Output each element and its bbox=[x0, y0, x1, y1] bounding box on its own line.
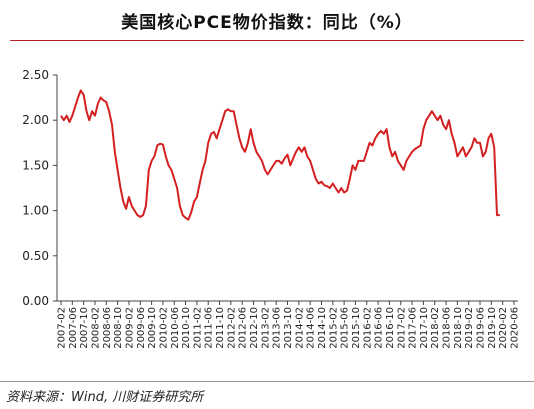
x-tick-label: 2014-02 bbox=[294, 307, 305, 349]
x-tick-label: 2011-10 bbox=[215, 307, 226, 349]
x-tick-label: 2012-02 bbox=[226, 307, 237, 349]
y-tick-label: 2.00 bbox=[22, 113, 49, 127]
x-tick-label: 2010-10 bbox=[181, 307, 192, 349]
x-tick-label: 2020-02 bbox=[498, 307, 509, 349]
x-tick-label: 2018-02 bbox=[430, 307, 441, 349]
x-tick-label: 2008-02 bbox=[90, 307, 101, 349]
y-tick-label: 0.50 bbox=[22, 249, 49, 263]
x-tick-label: 2008-10 bbox=[113, 307, 124, 349]
x-tick-label: 2019-02 bbox=[464, 307, 475, 349]
x-tick-label: 2007-10 bbox=[79, 307, 90, 349]
x-tick-label: 2011-06 bbox=[204, 307, 215, 349]
x-tick-label: 2011-02 bbox=[192, 307, 203, 349]
x-tick-label: 2014-06 bbox=[306, 307, 317, 349]
x-tick-label: 2009-02 bbox=[124, 307, 135, 349]
source-note: 资料来源：Wind, 川财证券研究所 bbox=[6, 390, 204, 405]
y-tick-label: 0.00 bbox=[22, 294, 49, 308]
x-tick-label: 2018-10 bbox=[453, 307, 464, 349]
x-tick-label: 2016-06 bbox=[374, 307, 385, 349]
title-divider bbox=[10, 40, 524, 41]
x-tick-label: 2012-10 bbox=[249, 307, 260, 349]
x-tick-label: 2017-10 bbox=[419, 307, 430, 349]
x-tick-label: 2017-02 bbox=[396, 307, 407, 349]
x-tick-label: 2013-10 bbox=[283, 307, 294, 349]
y-tick-label: 1.00 bbox=[22, 204, 49, 218]
x-tick-label: 2020-06 bbox=[510, 307, 521, 349]
x-tick-label: 2014-10 bbox=[317, 307, 328, 349]
x-tick-label: 2015-06 bbox=[340, 307, 351, 349]
series-line bbox=[60, 89, 500, 221]
x-tick-label: 2015-02 bbox=[328, 307, 339, 349]
x-tick-label: 2007-02 bbox=[57, 307, 68, 349]
x-tick-label: 2017-06 bbox=[408, 307, 419, 349]
y-tick-label: 1.50 bbox=[22, 158, 49, 172]
x-tick-label: 2019-10 bbox=[487, 307, 498, 349]
chart-title: 美国核心PCE物价指数：同比（%） bbox=[121, 13, 413, 33]
x-tick-label: 2009-06 bbox=[136, 307, 147, 349]
x-tick-label: 2012-06 bbox=[238, 307, 249, 349]
x-tick-label: 2018-06 bbox=[442, 307, 453, 349]
x-tick-label: 2007-06 bbox=[68, 307, 79, 349]
x-tick-label: 2009-10 bbox=[147, 307, 158, 349]
x-tick-label: 2008-06 bbox=[102, 307, 113, 349]
x-tick-label: 2013-06 bbox=[272, 307, 283, 349]
y-tick-label: 2.50 bbox=[22, 68, 49, 82]
x-tick-label: 2010-06 bbox=[170, 307, 181, 349]
x-tick-label: 2016-02 bbox=[362, 307, 373, 349]
x-tick-label: 2019-06 bbox=[476, 307, 487, 349]
x-tick-label: 2016-10 bbox=[385, 307, 396, 349]
x-tick-label: 2010-02 bbox=[158, 307, 169, 349]
x-tick-label: 2013-02 bbox=[260, 307, 271, 349]
x-tick-label: 2015-10 bbox=[351, 307, 362, 349]
footer-divider bbox=[0, 381, 534, 382]
